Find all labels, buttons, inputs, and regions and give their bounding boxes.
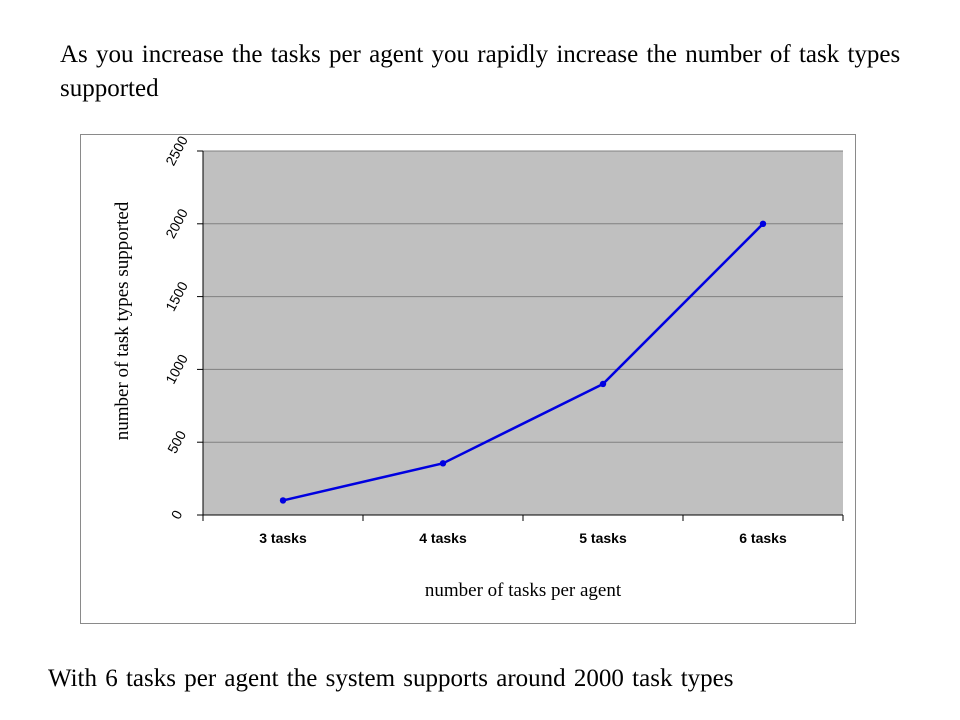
y-tick-label: 1500	[162, 279, 191, 314]
data-point	[439, 460, 447, 467]
axes	[197, 150, 844, 521]
x-tick-label: 6 tasks	[739, 530, 787, 546]
y-tick-label: 2500	[162, 135, 191, 168]
y-tick-label: 1000	[162, 351, 191, 386]
y-tick-label: 2000	[162, 206, 191, 241]
gridlines	[203, 150, 843, 443]
x-tick-labels: 3 tasks 4 tasks 5 tasks 6 tasks	[259, 530, 787, 546]
x-tick-label: 4 tasks	[419, 530, 467, 546]
series-layer	[279, 220, 767, 504]
data-point	[759, 220, 767, 227]
y-tick-labels: 0 500 1000 1500 2000 2500	[162, 135, 191, 522]
plot-area	[203, 151, 843, 515]
series-line	[282, 222, 764, 502]
line-chart: 0 500 1000 1500 2000 2500 3 tasks 4 tasks 5 tas…	[112, 135, 844, 601]
data-point	[279, 497, 287, 504]
top-caption: As you increase the tasks per agent you …	[60, 41, 901, 102]
y-tick-label: 500	[164, 428, 189, 456]
chart-frame: 0 500 1000 1500 2000 2500 3 tasks 4 tasks 5 tas…	[80, 134, 856, 624]
y-tick-label: 0	[168, 507, 186, 522]
bottom-caption: With 6 tasks per agent the system suppor…	[48, 665, 734, 692]
x-tick-label: 5 tasks	[579, 530, 627, 546]
y-axis-title: number of task types supported	[112, 201, 133, 440]
data-point	[599, 380, 607, 388]
x-tick-label: 3 tasks	[259, 530, 307, 546]
x-axis-title: number of tasks per agent	[425, 580, 622, 601]
